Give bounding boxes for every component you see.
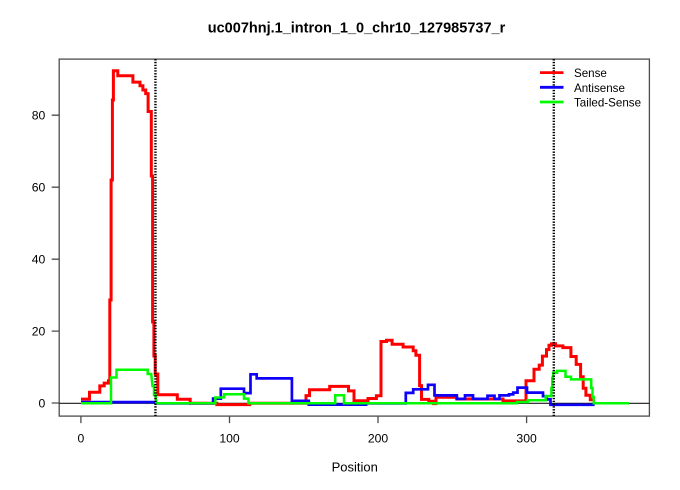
svg-text:Position: Position xyxy=(332,460,378,475)
svg-text:80: 80 xyxy=(32,109,46,123)
svg-text:0: 0 xyxy=(39,396,46,410)
svg-text:20: 20 xyxy=(32,325,46,339)
svg-text:uc007hnj.1_intron_1_0_chr10_12: uc007hnj.1_intron_1_0_chr10_127985737_r xyxy=(208,21,506,37)
svg-text:300: 300 xyxy=(516,432,537,446)
svg-text:200: 200 xyxy=(368,432,389,446)
svg-text:Sense: Sense xyxy=(574,67,607,80)
svg-text:60: 60 xyxy=(32,181,46,195)
svg-text:100: 100 xyxy=(219,432,240,446)
svg-text:Tailed-Sense: Tailed-Sense xyxy=(574,97,641,110)
svg-text:0: 0 xyxy=(78,432,85,446)
svg-text:Antisense: Antisense xyxy=(574,82,625,95)
svg-text:40: 40 xyxy=(32,253,46,267)
